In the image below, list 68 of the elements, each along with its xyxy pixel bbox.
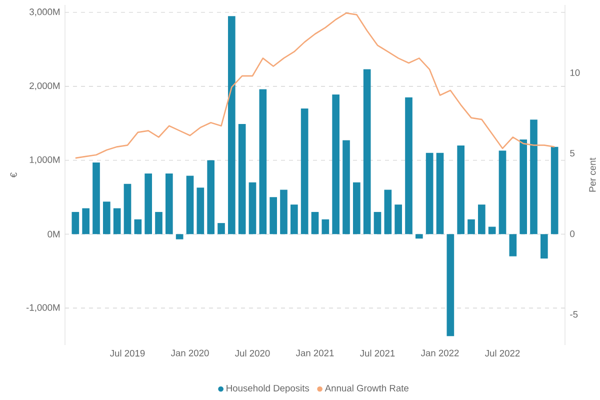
y-tick-label: 1,000M	[30, 156, 60, 164]
line-series	[74, 12, 556, 159]
bar	[280, 190, 288, 234]
bar	[498, 150, 506, 234]
bar	[176, 234, 184, 240]
legend-label: Household Deposits	[226, 384, 310, 394]
bar	[353, 182, 360, 234]
bar	[248, 182, 256, 234]
bar	[488, 226, 496, 234]
bar	[394, 204, 402, 234]
bar	[446, 234, 454, 336]
bar	[384, 190, 392, 234]
bar	[332, 94, 340, 234]
bar	[363, 69, 371, 234]
bar	[270, 197, 278, 234]
bar	[113, 208, 121, 234]
bar	[550, 146, 558, 234]
y-axis-title: €	[10, 172, 17, 178]
bar	[166, 174, 173, 234]
x-tick-label: Jul 2020	[235, 350, 270, 357]
y-tick-label: 2,000M	[30, 82, 60, 90]
bar	[426, 152, 434, 234]
bar	[374, 212, 382, 234]
bar	[540, 234, 548, 259]
x-tick-label: Jan 2021	[296, 350, 334, 356]
x-tick-label: Jul 2019	[110, 350, 145, 357]
y-tick-label: -1,000M	[26, 304, 60, 312]
bar	[405, 97, 412, 234]
bar	[342, 140, 350, 234]
x-tick-label: Jan 2020	[170, 350, 209, 356]
x-tick-label: Jul 2022	[485, 350, 520, 357]
bar	[300, 108, 308, 234]
bar	[196, 188, 204, 234]
bar	[72, 212, 80, 234]
bar	[322, 219, 330, 234]
bar	[509, 234, 517, 256]
bar	[416, 234, 423, 239]
y2-tick-label: 0	[570, 230, 575, 238]
bar	[103, 202, 110, 234]
bar	[238, 124, 246, 234]
bar	[207, 160, 214, 234]
bar	[144, 174, 152, 234]
bar	[520, 140, 528, 234]
bar	[155, 212, 162, 234]
x-tick-label: Jan 2022	[420, 350, 459, 356]
legend-label: Annual Growth Rate	[324, 384, 408, 392]
bar	[457, 145, 465, 234]
y2-tick-label: -5	[570, 311, 578, 318]
y2-tick-label: 5	[570, 150, 575, 156]
bar	[259, 89, 267, 234]
bar	[228, 16, 236, 234]
x-tick-label: Jul 2021	[360, 350, 395, 357]
bar	[134, 219, 142, 234]
bar	[186, 176, 194, 234]
y2-axis-title: Per cent	[589, 158, 596, 192]
bar	[530, 120, 538, 234]
bar	[82, 208, 90, 234]
y-tick-label: 0M	[48, 230, 60, 238]
bar	[436, 152, 444, 234]
bar	[218, 223, 225, 234]
y-tick-label: 3,000M	[30, 8, 60, 16]
bar	[311, 212, 319, 234]
bar	[92, 162, 100, 234]
bar	[478, 204, 486, 234]
bar	[290, 204, 298, 234]
y2-tick-label: 10	[570, 69, 580, 76]
bar	[124, 184, 132, 234]
bar	[468, 219, 475, 234]
